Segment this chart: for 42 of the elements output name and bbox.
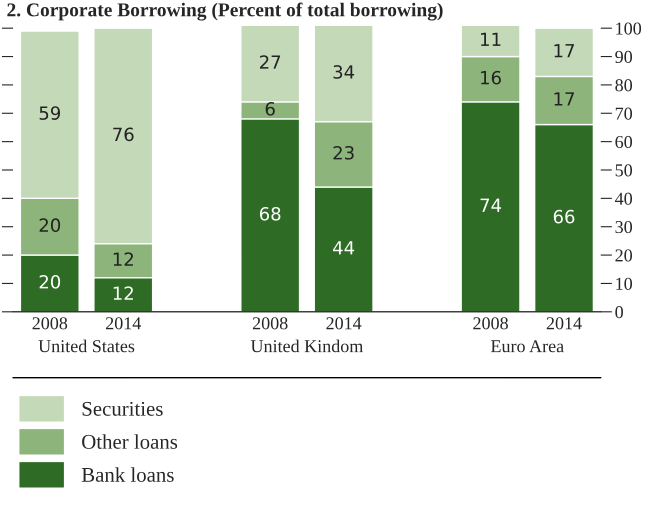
- data-label: 17: [554, 92, 574, 106]
- chart-title: 2. Corporate Borrowing (Percent of total borrowing): [7, 2, 443, 21]
- y-tick-label: 60: [615, 136, 632, 148]
- data-label: 68: [260, 206, 280, 221]
- x-tick-label: 2014: [546, 317, 582, 330]
- y-tick-label: 100: [616, 22, 642, 35]
- x-tick-label: 2008: [32, 317, 68, 330]
- legend-label: Other loans: [82, 434, 178, 449]
- data-label: 34: [334, 65, 354, 79]
- y-tick-label: 10: [616, 278, 632, 290]
- y-tick-label: 20: [615, 249, 632, 262]
- text: United Kindom: [250, 340, 364, 352]
- legend-label: Securities: [82, 402, 163, 416]
- data-label: 76: [113, 128, 134, 142]
- legend-label: Bank loans: [82, 467, 174, 482]
- x-tick-label: 2014: [326, 317, 362, 330]
- x-tick-label: 2008: [252, 317, 288, 330]
- data-label: 16: [481, 70, 501, 84]
- data-label: 27: [260, 55, 280, 69]
- data-label: 44: [333, 241, 354, 254]
- data-label: 11: [481, 32, 500, 46]
- data-label: 20: [40, 275, 60, 289]
- y-tick-label: 0: [615, 306, 623, 318]
- data-label: 59: [40, 106, 60, 120]
- y-tick-label: 80: [615, 79, 632, 92]
- data-label: 6: [266, 102, 275, 116]
- y-tick-label: 50: [616, 164, 632, 176]
- y-tick-label: 40: [615, 192, 632, 205]
- data-label: 12: [114, 252, 133, 266]
- text: United States: [38, 340, 134, 352]
- data-label: 74: [480, 198, 502, 212]
- y-tick-label: 70: [616, 108, 632, 120]
- x-tick-label: 2008: [473, 317, 508, 330]
- data-label: 23: [333, 146, 354, 160]
- data-label: 20: [40, 218, 60, 232]
- y-tick-label: 30: [616, 220, 632, 234]
- y-tick-label: 90: [615, 50, 632, 63]
- data-label: 66: [554, 210, 574, 224]
- text: Euro Area: [490, 340, 564, 352]
- x-tick-label: 2014: [106, 317, 142, 330]
- data-label: 17: [554, 44, 574, 58]
- data-label: 12: [114, 286, 133, 300]
